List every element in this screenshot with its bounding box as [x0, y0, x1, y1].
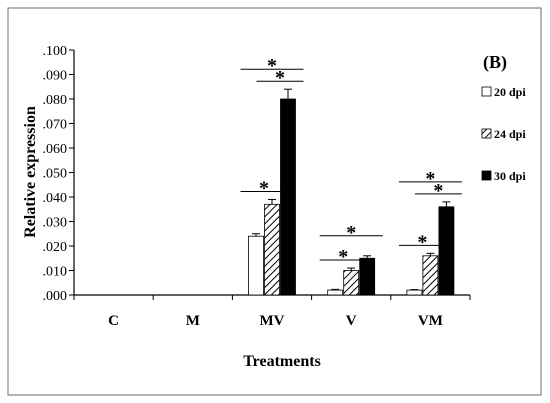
- legend: 20 dpi 24 dpi 30 dpi: [481, 85, 526, 183]
- bar: [248, 235, 264, 296]
- y-tick-label: .050: [43, 167, 68, 182]
- bar: [422, 255, 439, 296]
- significance-star: *: [275, 67, 285, 89]
- y-tick-label: .010: [43, 265, 68, 280]
- significance-star: *: [259, 177, 269, 199]
- category-label: V: [346, 313, 357, 329]
- y-tick-label: .070: [43, 118, 68, 133]
- y-tick-label: .090: [43, 69, 68, 84]
- bar: [264, 203, 280, 296]
- y-axis-title: Relative expression: [22, 106, 39, 238]
- significance-star: *: [417, 231, 427, 253]
- bar: [327, 289, 344, 296]
- category-label: MV: [260, 313, 285, 329]
- legend-swatch: [481, 128, 492, 139]
- bar: [406, 289, 423, 296]
- panel-label: (B): [483, 52, 507, 73]
- y-tick-label: .020: [43, 240, 68, 255]
- y-tick-label: .000: [43, 289, 68, 304]
- significance-star: *: [267, 55, 277, 77]
- bars: [248, 88, 455, 296]
- bar: [280, 98, 296, 296]
- x-axis-title: Treatments: [243, 353, 321, 370]
- significance-star: *: [346, 222, 356, 244]
- bar: [359, 257, 376, 296]
- legend-swatch: [481, 86, 492, 97]
- significance-star: *: [425, 168, 435, 190]
- axes: .000 .010 .020 .030 .040 .050 .060 .070 .080 .090…: [43, 44, 471, 329]
- significance-star: *: [338, 246, 348, 268]
- category-label: VM: [418, 313, 443, 329]
- bar: [343, 270, 360, 296]
- y-tick-label: .030: [43, 216, 68, 231]
- y-tick-label: .100: [43, 44, 68, 59]
- bar: [438, 206, 455, 296]
- legend-label: 30 dpi: [494, 169, 526, 183]
- y-tick-label: .040: [43, 191, 68, 206]
- legend-label: 24 dpi: [494, 127, 526, 141]
- legend-swatch: [481, 170, 492, 181]
- category-label: C: [108, 313, 119, 329]
- y-tick-label: .080: [43, 93, 68, 108]
- significance-markers: ***** ***: [240, 55, 462, 268]
- category-label: M: [186, 313, 200, 329]
- y-tick-label: .060: [43, 142, 68, 157]
- significance-star: *: [433, 180, 443, 202]
- chart-border: [7, 7, 542, 396]
- legend-label: 20 dpi: [494, 85, 526, 99]
